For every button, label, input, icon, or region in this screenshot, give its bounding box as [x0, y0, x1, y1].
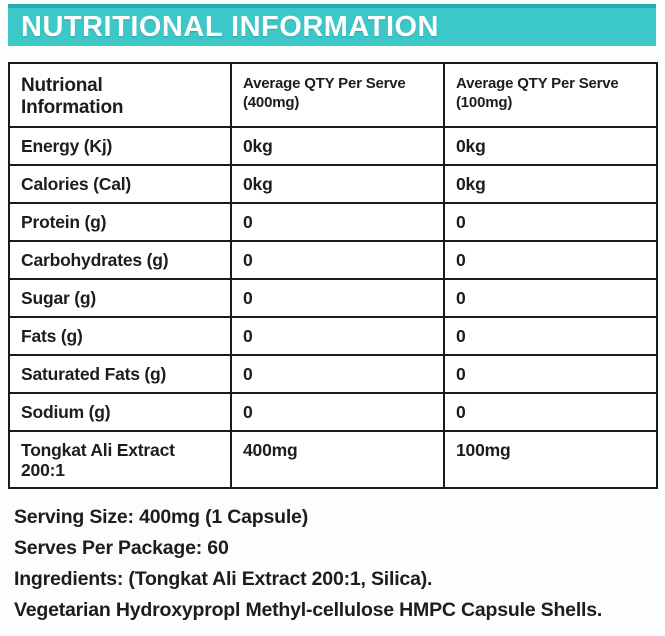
- serves-per-package-note: Serves Per Package: 60: [14, 537, 229, 559]
- table-row: Sugar (g) 0 0: [8, 278, 658, 318]
- footer-notes: Serving Size: 400mg (1 Capsule) Serves P…: [14, 506, 659, 630]
- row-label: Sodium (g): [8, 392, 232, 432]
- capsule-shells-note: Vegetarian Hydroxypropl Methyl-cellulose…: [14, 599, 603, 621]
- table-row: Carbohydrates (g) 0 0: [8, 240, 658, 280]
- ingredients-note: Ingredients: (Tongkat Ali Extract 200:1,…: [14, 568, 433, 590]
- row-label: Tongkat Ali Extract 200:1: [8, 430, 232, 489]
- row-value-100: 0: [443, 240, 658, 280]
- row-value-400: 0: [230, 240, 445, 280]
- row-value-100: 0: [443, 202, 658, 242]
- row-value-400: 0kg: [230, 126, 445, 166]
- serving-size-note: Serving Size: 400mg (1 Capsule): [14, 506, 308, 528]
- nutrition-table: Nutrional Information Average QTY Per Se…: [8, 62, 658, 489]
- header-cell-qty-400: Average QTY Per Serve (400mg): [230, 62, 445, 128]
- header-label: Average QTY Per Serve (100mg): [456, 75, 619, 111]
- row-value-100: 0kg: [443, 126, 658, 166]
- row-value-400: 0: [230, 278, 445, 318]
- row-label: Protein (g): [8, 202, 232, 242]
- header-cell-nutrition: Nutrional Information: [8, 62, 232, 128]
- table-row: Saturated Fats (g) 0 0: [8, 354, 658, 394]
- row-value-100: 0: [443, 392, 658, 432]
- table-row: Tongkat Ali Extract 200:1 400mg 100mg: [8, 430, 658, 489]
- row-value-400: 0: [230, 202, 445, 242]
- table-header-row: Nutrional Information Average QTY Per Se…: [8, 62, 658, 128]
- row-value-100: 0: [443, 278, 658, 318]
- table-row: Sodium (g) 0 0: [8, 392, 658, 432]
- row-label: Saturated Fats (g): [8, 354, 232, 394]
- row-value-400: 0: [230, 392, 445, 432]
- row-value-400: 0kg: [230, 164, 445, 204]
- row-value-100: 0kg: [443, 164, 658, 204]
- row-value-100: 0: [443, 354, 658, 394]
- row-value-400: 0: [230, 316, 445, 356]
- row-value-100: 100mg: [443, 430, 658, 489]
- page-title: NUTRITIONAL INFORMATION: [21, 10, 439, 43]
- row-label: Sugar (g): [8, 278, 232, 318]
- title-banner: NUTRITIONAL INFORMATION: [8, 4, 656, 46]
- header-label: Nutrional Information: [21, 75, 124, 119]
- header-cell-qty-100: Average QTY Per Serve (100mg): [443, 62, 658, 128]
- row-label: Fats (g): [8, 316, 232, 356]
- table-row: Fats (g) 0 0: [8, 316, 658, 356]
- header-label: Average QTY Per Serve (400mg): [243, 75, 406, 111]
- table-row: Energy (Kj) 0kg 0kg: [8, 126, 658, 166]
- row-value-400: 400mg: [230, 430, 445, 489]
- row-label: Carbohydrates (g): [8, 240, 232, 280]
- row-label: Calories (Cal): [8, 164, 232, 204]
- row-value-100: 0: [443, 316, 658, 356]
- row-label: Energy (Kj): [8, 126, 232, 166]
- table-row: Calories (Cal) 0kg 0kg: [8, 164, 658, 204]
- table-row: Protein (g) 0 0: [8, 202, 658, 242]
- row-label-text: Tongkat Ali Extract 200:1: [21, 440, 175, 481]
- row-value-400: 0: [230, 354, 445, 394]
